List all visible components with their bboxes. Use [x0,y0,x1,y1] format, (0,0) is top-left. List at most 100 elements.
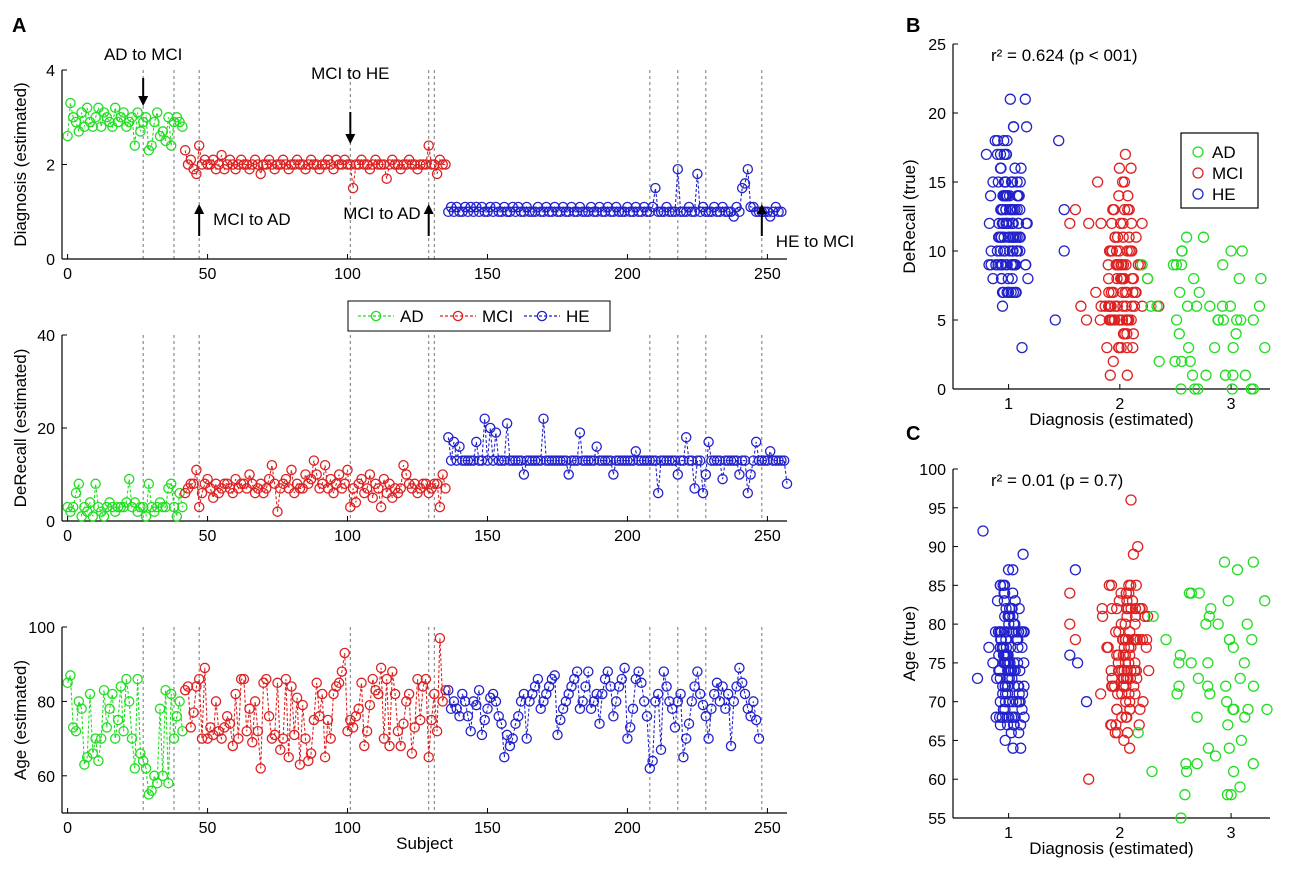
data-point-mci [272,506,283,517]
data-point-he [728,455,740,466]
data-point-he [736,677,748,689]
y-tick-label: 5 [937,313,946,330]
data-point-mci [412,673,423,685]
series-line-mci [184,638,447,769]
data-point-mci [1127,548,1140,560]
data-point-he [451,455,462,466]
data-point-he [739,455,751,466]
data-point-he [507,455,518,466]
arrow-head [756,204,767,214]
data-point-he [1014,176,1026,188]
data-point-ad [149,116,160,128]
data-point-ad [1236,245,1248,257]
x-tick-label: 150 [474,528,501,545]
y-axis-label: Age (estimated) [11,660,30,780]
data-point-he [664,206,675,218]
data-point-he [773,455,784,466]
transition-annotation: MCI to AD [194,204,291,236]
data-point-he [524,455,535,466]
data-point-he [1020,217,1032,230]
data-point-ad [135,126,146,137]
data-point-mci [423,751,434,763]
y-tick-label: 75 [928,656,946,673]
data-point-he [692,455,703,466]
data-point-he [778,455,790,466]
data-point-he [1007,231,1019,243]
data-point-he [1020,259,1032,271]
data-point-he [1010,286,1022,299]
data-point-ad [1208,341,1221,354]
data-point-he [678,455,689,466]
data-point-ad [109,733,121,744]
data-point-he [1001,719,1014,731]
data-point-he [518,469,530,480]
data-point-mci [359,740,370,752]
data-point-mci [431,168,443,180]
y-tick-label: 2 [46,158,55,175]
data-point-he [739,688,751,700]
data-point-mci [1113,341,1125,354]
data-point-mci [1120,680,1132,692]
data-point-mci [429,478,440,490]
data-point-he [602,666,614,677]
data-point-ad [1255,272,1267,285]
data-point-he [1007,286,1020,299]
data-point-ad [1200,618,1212,630]
data-point-mci [1116,314,1129,326]
legend-marker-ad [370,310,382,322]
data-point-he [1005,602,1018,615]
x-tick-label: 2 [1115,396,1124,413]
data-point-he [501,418,513,429]
data-point-he [616,673,628,685]
data-point-he [650,455,661,466]
data-point-ad [137,501,149,513]
data-point-he [515,455,527,466]
data-point-mci [322,714,334,726]
data-point-ad [1226,383,1238,395]
data-point-mci [409,722,420,733]
data-point-he [563,688,574,700]
data-point-he [742,703,754,715]
data-point-he [574,703,586,715]
data-point-he [977,525,989,537]
data-point-he [1008,618,1020,630]
y-tick-label: 0 [46,514,55,531]
data-point-ad [1188,272,1200,285]
data-point-he [580,681,591,692]
data-point-he [571,455,583,466]
y-tick-label: 0 [937,382,946,399]
data-point-mci [280,473,292,485]
data-point-he [1002,286,1015,299]
arrow-head [345,134,356,144]
data-point-he [689,681,700,692]
data-point-he [666,455,678,466]
y-tick-label: 15 [928,175,946,192]
y-tick-label: 0 [46,252,55,269]
data-point-ad [1223,742,1235,754]
x-tick-label: 200 [614,528,641,545]
data-point-he [971,672,984,685]
legend-label-mci: MCI [482,307,513,326]
data-point-he [490,696,502,707]
data-point-mci [1123,314,1135,326]
data-point-ad [126,733,138,744]
data-point-he [669,206,681,218]
data-point-he [745,711,756,722]
data-point-he [1069,564,1082,576]
data-point-ad [1235,314,1247,326]
x-tick-label: 2 [1115,825,1124,842]
data-point-mci [311,469,322,480]
data-point-mci [347,722,359,733]
transition-label: MCI to HE [311,64,389,83]
data-point-he [742,163,754,175]
data-point-mci [1136,633,1149,646]
data-point-he [985,245,997,257]
y-tick-label: 95 [928,501,946,518]
data-point-ad [1218,556,1231,568]
data-point-mci [1121,602,1133,615]
data-point-mci [1124,696,1136,708]
y-tick-label: 80 [928,617,946,634]
data-point-ad [1221,789,1234,801]
data-point-he [991,672,1003,685]
data-point-ad [165,140,177,151]
